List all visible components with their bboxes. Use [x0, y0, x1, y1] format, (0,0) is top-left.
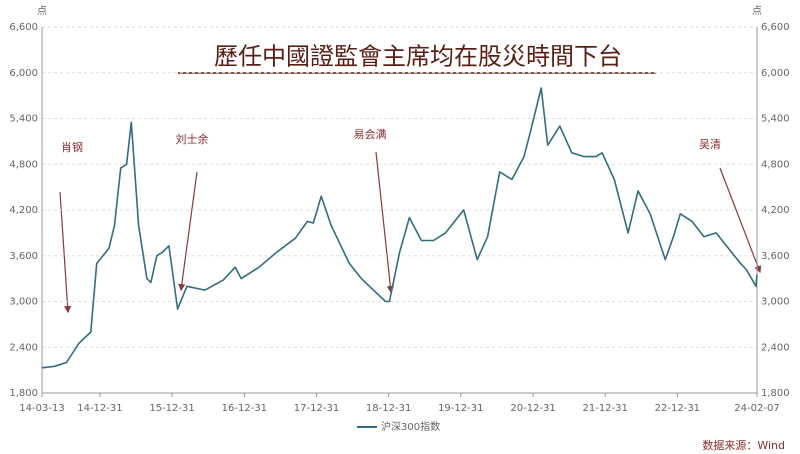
y-tick-label: 6,600 — [9, 22, 38, 33]
y-tick-label: 1,800 — [9, 388, 38, 399]
y2-unit: 点 — [752, 5, 762, 17]
y-unit: 点 — [37, 5, 47, 17]
annotation-arrow — [719, 167, 762, 274]
annotation-arrow — [375, 151, 394, 294]
annotation-arrow — [178, 171, 198, 292]
x-tick-label: 14-12-31 — [77, 403, 122, 414]
x-tick-label: 14-03-13 — [19, 403, 64, 414]
y-tick-label: 3,000 — [9, 297, 38, 308]
y2-tick-label: 3,600 — [761, 251, 790, 262]
x-tick-label: 18-12-31 — [366, 403, 411, 414]
y2-tick-label: 4,200 — [761, 205, 790, 216]
y2-tick-label: 6,600 — [761, 22, 790, 33]
x-tick-label: 20-12-31 — [510, 403, 555, 414]
y2-tick-label: 1,800 — [761, 388, 790, 399]
y-tick-label: 4,200 — [9, 205, 38, 216]
y-tick-label: 6,000 — [9, 68, 38, 79]
y2-tick-label: 4,800 — [761, 159, 790, 170]
y-tick-label: 5,400 — [9, 114, 38, 125]
x-tick-label: 16-12-31 — [222, 403, 267, 414]
y2-tick-label: 3,000 — [761, 297, 790, 308]
line — [41, 87, 758, 369]
source: 数据来源：Wind — [702, 438, 785, 452]
annotation: 吴清 — [699, 138, 721, 151]
y-tick-label: 2,400 — [9, 342, 38, 353]
annotation: 易会满 — [354, 128, 387, 141]
x-tick-label: 21-12-31 — [583, 403, 628, 414]
x-tick-label: 22-12-31 — [655, 403, 700, 414]
legend-label: 沪深300指数 — [381, 420, 440, 433]
x-tick-label: 15-12-31 — [149, 403, 194, 414]
annotation: 肖钢 — [61, 140, 83, 154]
y-tick-label: 3,600 — [9, 251, 38, 262]
y2-tick-label: 6,000 — [761, 68, 790, 79]
annotation: 刘士余 — [176, 132, 209, 146]
x-tick-label: 17-12-31 — [294, 403, 339, 414]
y2-tick-label: 2,400 — [761, 342, 790, 353]
y2-tick-label: 5,400 — [761, 114, 790, 125]
y-tick-label: 4,800 — [9, 159, 38, 170]
x-tick-label: 24-02-07 — [734, 403, 779, 414]
x-tick-label: 19-12-31 — [438, 403, 483, 414]
annotation-arrow — [59, 191, 72, 314]
chart-title: 歷任中國證監會主席均在股災時間下台 — [214, 43, 622, 71]
